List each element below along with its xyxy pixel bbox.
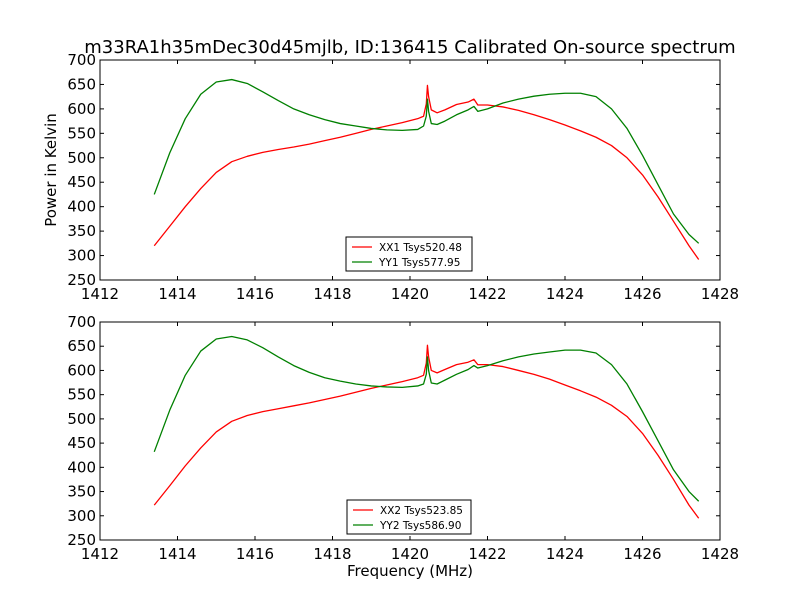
y-tick-label: 400 (67, 198, 96, 216)
x-tick-label: 1414 (158, 545, 196, 563)
y-tick-label: 500 (67, 410, 96, 428)
x-tick-label: 1418 (313, 285, 351, 303)
x-tick-label: 1420 (391, 285, 429, 303)
y-tick-label: 550 (67, 386, 96, 404)
y-tick-label: 300 (67, 247, 96, 265)
y-tick-label: 350 (67, 222, 96, 240)
y-tick-label: 400 (67, 458, 96, 476)
chart-panels: 1412 1414 1416 1418 1420 1422 1424 1426 1428 250 3… (67, 51, 739, 563)
series-line-green-1 (153, 78, 700, 244)
y-tick-label: 300 (67, 507, 96, 525)
y-tick-label: 350 (67, 483, 96, 501)
legend: XX1 Tsys520.48 YY1 Tsys577.95 (345, 236, 473, 272)
x-axis-label: Frequency (MHz) (347, 562, 473, 580)
legend-label: XX2 Tsys523.85 (380, 505, 463, 517)
chart-panel-2: 1412 1414 1416 1418 1420 1422 1424 1426 1428 250 3… (67, 313, 739, 563)
series-line-red-2 (153, 344, 700, 519)
y-tick-label: 650 (67, 337, 96, 355)
y-tick-label: 500 (67, 149, 96, 167)
legend-label: XX1 Tsys520.48 (379, 242, 462, 254)
x-tick-label: 1416 (236, 545, 274, 563)
y-tick-label: 700 (67, 313, 96, 331)
y-tick-label: 550 (67, 124, 96, 142)
y-tick-label: 450 (67, 434, 96, 452)
chart-panel-1: 1412 1414 1416 1418 1420 1422 1424 1426 1428 250 3… (67, 51, 739, 303)
x-tick-label: 1414 (158, 285, 196, 303)
x-tick-label: 1424 (546, 285, 584, 303)
x-tick-label: 1416 (236, 285, 274, 303)
x-tick-label: 1428 (701, 545, 739, 563)
y-tick-label: 600 (67, 100, 96, 118)
legend-label: YY1 Tsys577.95 (378, 257, 460, 269)
x-tick-label: 1426 (623, 545, 661, 563)
x-tick-label: 1428 (701, 285, 739, 303)
legend: XX2 Tsys523.85 YY2 Tsys586.90 (346, 499, 472, 535)
x-tick-label: 1426 (623, 285, 661, 303)
x-tick-label: 1422 (468, 545, 506, 563)
y-tick-label: 250 (67, 271, 96, 289)
series-line-green-2 (153, 335, 700, 502)
y-tick-label: 700 (67, 51, 96, 69)
x-tick-label: 1420 (391, 545, 429, 563)
y-tick-label: 450 (67, 173, 96, 191)
x-tick-label: 1424 (546, 545, 584, 563)
legend-label: YY2 Tsys586.90 (379, 520, 461, 532)
x-tick-label: 1422 (468, 285, 506, 303)
legend-box (345, 236, 473, 272)
series-line-red-1 (153, 84, 700, 260)
x-tick-label: 1418 (313, 545, 351, 563)
legend-box (346, 499, 472, 535)
x-tick-label: 1412 (81, 545, 119, 563)
y-axis-label: Power in Kelvin (42, 113, 60, 227)
x-tick-label: 1412 (81, 285, 119, 303)
y-tick-label: 250 (67, 531, 96, 549)
figure-title: m33RA1h35mDec30d45mjlb, ID:136415 Calibr… (84, 37, 735, 58)
y-tick-label: 650 (67, 75, 96, 93)
y-tick-label: 600 (67, 361, 96, 379)
